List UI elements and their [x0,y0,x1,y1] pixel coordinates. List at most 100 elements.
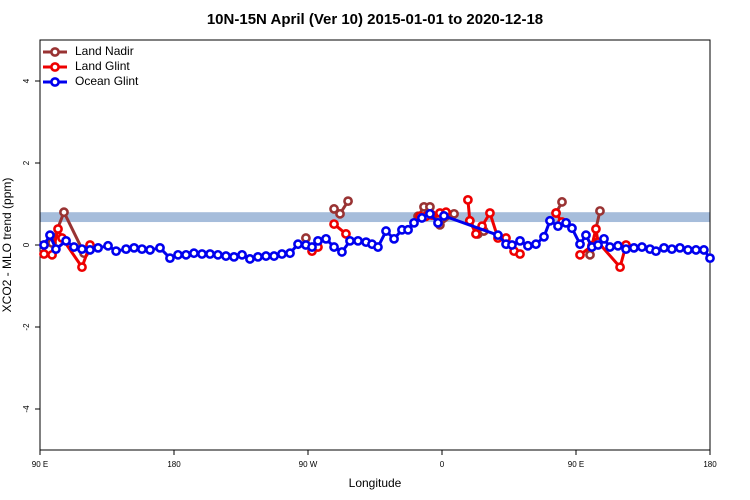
data-point [471,229,481,239]
data-point [253,251,263,262]
data-point [373,242,383,252]
data-point [675,242,685,253]
data-point [651,246,661,257]
data-point [621,244,631,254]
data-point [181,249,191,260]
data-point [343,196,353,207]
y-tick-label: -4 [22,405,31,413]
legend-marker [50,47,60,57]
data-point [261,251,271,261]
data-point [575,239,585,250]
data-point [345,235,355,246]
data-point [277,249,287,259]
data-point [599,233,609,244]
x-tick-label: 90 W [299,460,318,469]
data-point [111,246,121,257]
data-point [245,254,255,264]
data-point [39,249,49,259]
data-point [237,249,247,260]
data-point [613,240,623,251]
data-point [329,219,339,229]
data-point [335,208,345,219]
data-point [557,197,567,207]
data-point [531,239,541,250]
data-point [45,230,55,241]
data-point [307,242,317,252]
data-point [575,249,585,260]
legend-label: Ocean Glint [75,74,139,88]
data-point [449,208,459,219]
data-point [285,248,295,259]
legend-label: Land Glint [75,59,130,73]
data-point [593,240,603,250]
x-tick-label: 180 [703,460,717,469]
x-tick-label: 180 [167,460,181,469]
data-point [77,244,87,254]
legend-marker [50,62,60,72]
data-point [666,244,677,254]
data-point [51,244,61,254]
data-point [173,249,183,260]
data-point [59,207,69,218]
data-point [705,253,715,264]
y-tick-label: 2 [22,160,31,165]
data-point [53,224,63,234]
data-point [137,244,147,254]
data-point [403,224,413,235]
data-point [637,242,647,252]
y-tick-label: 4 [22,78,31,83]
x-tick-label: 90 E [32,460,48,469]
data-point [507,240,517,250]
data-point [433,217,443,228]
data-point [493,230,503,241]
data-point [165,253,175,264]
data-point [329,204,339,214]
x-tick-label: 0 [440,460,445,469]
data-point [353,235,363,246]
data-point [463,194,473,205]
data-point [313,235,323,246]
data-point [553,221,563,232]
data-point [293,239,303,250]
series [39,208,715,264]
data-point [659,242,669,253]
data-point [189,248,199,259]
data-point [69,242,79,252]
data-point [381,226,391,236]
data-point [341,229,351,239]
data-point [329,242,339,252]
data-point [561,217,571,228]
data-point [683,245,693,255]
data-point [205,249,215,259]
data-point [551,208,561,218]
data-point [389,233,399,244]
legend-label: Land Nadir [75,44,134,58]
data-point [85,245,95,255]
data-point [585,249,595,260]
data-point [591,224,601,234]
chart-title: 10N-15N April (Ver 10) 2015-01-01 to 202… [207,11,543,28]
x-tick-label: 90 E [568,460,584,469]
data-point [321,233,331,244]
data-point [539,231,549,242]
data-point [605,242,615,252]
data-point [409,217,419,228]
data-point [269,251,279,261]
data-point [691,245,701,255]
y-tick-label: 0 [22,242,31,247]
data-point [416,213,427,223]
data-point [581,230,591,241]
data-point [77,262,87,273]
legend-marker [50,77,60,87]
x-axis-title: Longitude [349,476,402,490]
data-point [145,245,155,255]
data-point [39,240,49,250]
data-point [221,251,231,261]
data-point [595,206,605,216]
data-point [629,242,639,253]
reference-band [40,212,710,223]
data-point [615,262,625,273]
data-point [229,251,239,262]
data-point [698,245,709,255]
